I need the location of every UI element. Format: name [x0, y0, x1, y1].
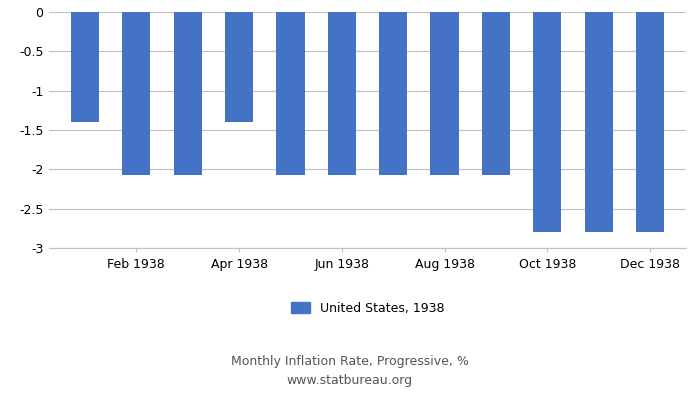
Bar: [328, 12, 356, 175]
Text: Monthly Inflation Rate, Progressive, %: Monthly Inflation Rate, Progressive, %: [231, 356, 469, 368]
Bar: [482, 12, 510, 175]
Bar: [584, 12, 612, 232]
Legend: United States, 1938: United States, 1938: [286, 297, 449, 320]
Bar: [276, 12, 304, 175]
Bar: [430, 12, 458, 175]
Bar: [71, 12, 99, 122]
Bar: [122, 12, 150, 175]
Bar: [636, 12, 664, 232]
Bar: [174, 12, 202, 175]
Bar: [225, 12, 253, 122]
Bar: [379, 12, 407, 175]
Bar: [533, 12, 561, 232]
Text: www.statbureau.org: www.statbureau.org: [287, 374, 413, 387]
